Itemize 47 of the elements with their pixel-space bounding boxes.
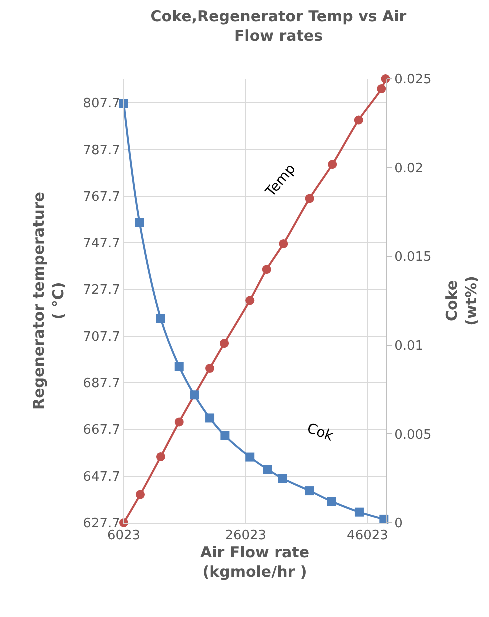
y2-tick-label: 0.005 <box>394 428 432 443</box>
y2-tick-label: 0.025 <box>394 72 432 88</box>
point <box>156 452 166 462</box>
point <box>135 218 144 228</box>
point <box>305 194 314 204</box>
point <box>262 265 272 274</box>
y-tick-label: 667.7 <box>83 423 120 438</box>
point <box>190 390 200 400</box>
x-tick-label: 46023 <box>347 528 388 544</box>
y-tick-label: 787.7 <box>83 143 120 158</box>
point <box>206 364 215 374</box>
point <box>174 362 184 372</box>
point <box>354 116 364 125</box>
y-tick-label: 647.7 <box>83 470 120 485</box>
point <box>328 160 338 170</box>
y2-axis-title: Coke (wt%) <box>442 276 480 326</box>
point <box>305 486 314 496</box>
point <box>220 431 230 440</box>
y-tick-label: 767.7 <box>83 190 120 205</box>
point <box>156 314 166 324</box>
x-tick-label: 26023 <box>225 528 267 544</box>
chart-title: Coke,Regenerator Temp vs Air Flow rates <box>150 8 408 46</box>
point <box>328 497 336 506</box>
y2-tick-label: 0.015 <box>394 250 432 266</box>
y-tick-label: 687.7 <box>83 376 120 392</box>
y2-tick-label: 0.01 <box>394 338 424 354</box>
y-tick-label: 707.7 <box>83 330 120 345</box>
point <box>206 414 215 423</box>
point <box>220 339 230 348</box>
x-axis-title: Air Flow rate (kgmole/hr ) <box>200 544 310 582</box>
point <box>354 508 364 517</box>
annotation: Cok <box>305 420 336 446</box>
point <box>377 84 386 94</box>
point <box>278 474 288 484</box>
y2-tick-label: 0 <box>394 516 403 532</box>
y-tick-label: 807.7 <box>83 96 120 112</box>
point <box>279 239 288 248</box>
y-tick-label: 727.7 <box>83 283 120 298</box>
point <box>246 296 255 306</box>
point <box>136 490 145 500</box>
point <box>174 418 184 427</box>
y-axis-title: Regenerator temperature ( °C) <box>30 192 68 410</box>
point <box>263 465 272 474</box>
y-tick-label: 747.7 <box>83 236 120 252</box>
x-tick-label: 6023 <box>107 528 141 544</box>
y2-tick-label: 0.02 <box>394 161 424 176</box>
point <box>246 452 255 462</box>
